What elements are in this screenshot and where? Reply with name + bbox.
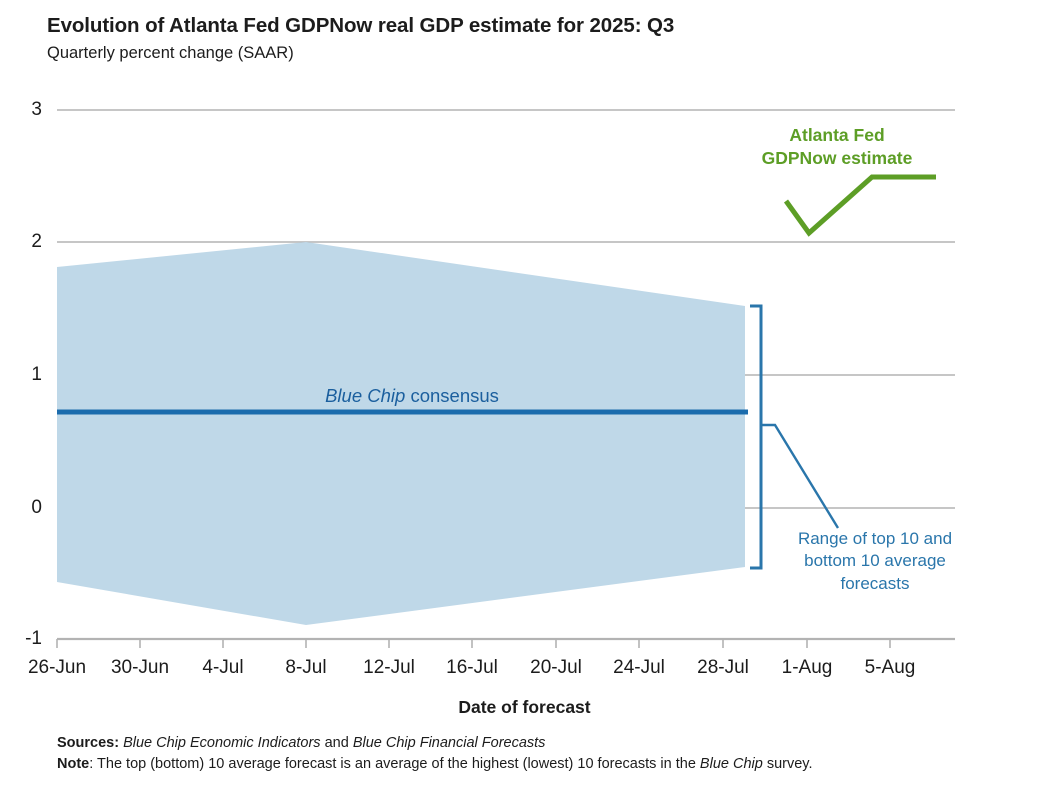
x-tick-24-jul: 24-Jul	[613, 657, 665, 678]
footnote-sources-label: Sources:	[57, 735, 120, 751]
x-axis-ticks	[56, 639, 891, 648]
footnote-note: Note: The top (bottom) 10 average foreca…	[57, 754, 813, 775]
chart-title: Evolution of Atlanta Fed GDPNow real GDP…	[47, 14, 675, 37]
gdpnow-estimate-label-line1: Atlanta Fed	[789, 125, 885, 145]
range-leader-line	[761, 423, 840, 529]
range-annotation-line2: bottom 10 average	[804, 551, 946, 571]
x-tick-12-jul: 12-Jul	[363, 657, 415, 678]
x-tick-8-jul: 8-Jul	[285, 657, 327, 678]
footnote-sources-italic-2: Blue Chip Financial Forecasts	[352, 735, 546, 751]
footnote-note-italic: Blue Chip	[699, 756, 763, 773]
bluechip-consensus-label: Blue Chip consensus	[325, 385, 499, 407]
range-annotation-line1: Range of top 10 and	[797, 529, 953, 548]
footnote-note-pre: : The top (bottom) 10 average forecast i…	[89, 756, 700, 773]
y-tick-neg1: -1	[25, 628, 42, 649]
y-tick-3: 3	[31, 99, 42, 120]
footnote-sources-and: and	[320, 735, 353, 751]
bluechip-consensus-label-rest: consensus	[405, 385, 499, 406]
x-tick-26-jun: 26-Jun	[27, 657, 87, 678]
footnote-note-label: Note	[57, 756, 90, 773]
chart-subtitle: Quarterly percent change (SAAR)	[47, 44, 294, 62]
range-annotation-line3: forecasts	[840, 573, 910, 593]
x-tick-1-aug: 1-Aug	[781, 657, 833, 678]
gdpnow-sketch-line	[783, 174, 936, 237]
footnotes: Sources: Blue Chip Economic Indicators a…	[57, 733, 813, 775]
x-tick-5-aug: 5-Aug	[864, 657, 916, 678]
footnote-sources: Sources: Blue Chip Economic Indicators a…	[57, 733, 813, 754]
x-tick-16-jul: 16-Jul	[446, 657, 498, 678]
x-tick-20-jul: 20-Jul	[530, 657, 582, 678]
footnote-sources-italic-1: Blue Chip Economic Indicators	[123, 735, 321, 751]
x-tick-4-jul: 4-Jul	[202, 657, 244, 678]
y-tick-0: 0	[31, 497, 42, 518]
x-tick-28-jul: 28-Jul	[697, 657, 749, 678]
gdpnow-estimate-label: Atlanta Fed GDPNow estimate	[762, 124, 913, 170]
x-axis-title: Date of forecast	[0, 697, 1039, 718]
footnote-note-post: survey.	[762, 756, 813, 773]
gdpnow-estimate-label-line2: GDPNow estimate	[761, 148, 913, 169]
y-tick-2: 2	[31, 231, 42, 252]
range-annotation-label: Range of top 10 and bottom 10 average fo…	[775, 528, 975, 595]
x-tick-30-jun: 30-Jun	[110, 657, 170, 678]
forecast-range-band	[57, 242, 745, 625]
range-bracket	[750, 304, 763, 570]
bluechip-consensus-label-italic: Blue Chip	[325, 385, 406, 406]
x-axis-title-text: Date of forecast	[458, 697, 591, 717]
y-tick-1: 1	[31, 364, 42, 385]
